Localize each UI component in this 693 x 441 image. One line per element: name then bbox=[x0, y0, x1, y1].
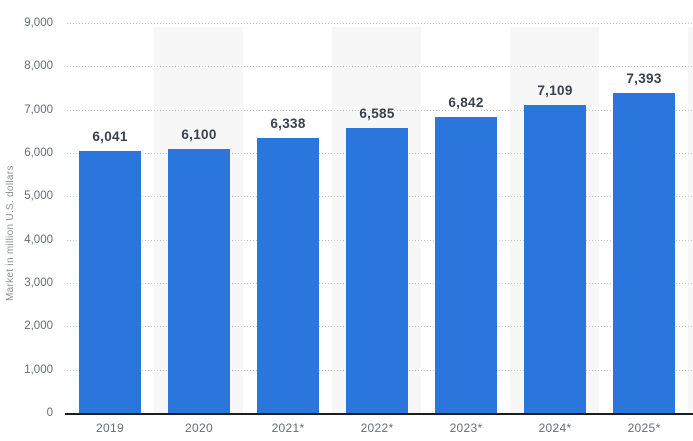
y-tick-label: 8,000 bbox=[24, 60, 53, 72]
bar-value-label: 6,100 bbox=[181, 127, 217, 142]
x-tick-label: 2024* bbox=[538, 421, 572, 435]
bar-value-label: 6,338 bbox=[270, 116, 306, 131]
x-tick-label: 2025* bbox=[627, 421, 661, 435]
x-tick-label: 2023* bbox=[449, 421, 483, 435]
y-tick-label: 3,000 bbox=[24, 277, 53, 289]
bar-value-label: 7,109 bbox=[537, 83, 573, 98]
bar-2022[interactable] bbox=[346, 128, 408, 413]
bar-2021[interactable] bbox=[257, 138, 319, 413]
bar-value-label: 7,393 bbox=[626, 71, 662, 86]
bar-value-label: 6,842 bbox=[448, 95, 484, 110]
bar-2020[interactable] bbox=[168, 149, 230, 413]
y-tick-label: 9,000 bbox=[24, 17, 53, 29]
x-tick-label: 2019 bbox=[96, 421, 124, 435]
bar-2019[interactable] bbox=[79, 151, 141, 413]
gridline bbox=[67, 23, 693, 24]
y-tick-label: 5,000 bbox=[24, 190, 53, 202]
y-tick-label: 2,000 bbox=[24, 320, 53, 332]
x-axis-line bbox=[65, 413, 693, 415]
y-tick-label: 6,000 bbox=[24, 147, 53, 159]
y-tick-label: 0 bbox=[46, 407, 53, 419]
bar-2024[interactable] bbox=[524, 105, 586, 413]
y-tick-label: 1,000 bbox=[24, 364, 53, 376]
plot-background-band bbox=[688, 27, 693, 413]
y-tick-label: 4,000 bbox=[24, 234, 53, 246]
bar-value-label: 6,041 bbox=[92, 129, 128, 144]
x-tick-label: 2021* bbox=[271, 421, 305, 435]
bar-2025[interactable] bbox=[613, 93, 675, 413]
gridline bbox=[67, 110, 693, 111]
x-tick-label: 2022* bbox=[360, 421, 394, 435]
bar-2023[interactable] bbox=[435, 117, 497, 413]
bar-value-label: 6,585 bbox=[359, 106, 395, 121]
x-tick-label: 2020 bbox=[185, 421, 213, 435]
gridline bbox=[67, 66, 693, 67]
y-tick-label: 7,000 bbox=[24, 104, 53, 116]
